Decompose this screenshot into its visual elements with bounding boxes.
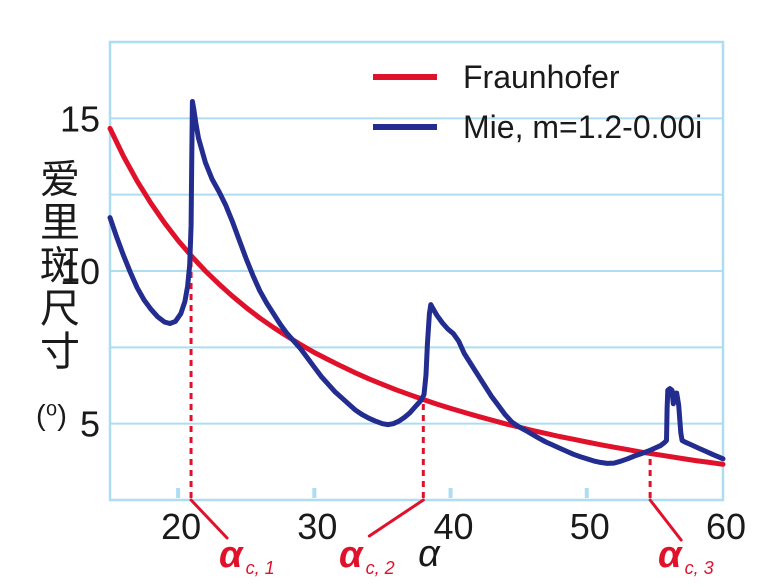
x-tick-label: 30 — [297, 506, 337, 547]
x-tick-label: 60 — [706, 506, 746, 547]
x-tick — [312, 488, 317, 498]
mie-curve — [107, 99, 726, 466]
critical-angle-label-1: α c, 1 — [219, 534, 275, 578]
mie-line-swatch — [373, 124, 437, 130]
critical-angle-callout-2 — [367, 498, 425, 538]
fraunhofer-line-swatch — [373, 74, 437, 80]
y-tick-label: 5 — [80, 404, 100, 445]
y-tick-label: 15 — [60, 98, 100, 139]
y-tick-label: 10 — [60, 251, 100, 292]
x-axis-title: α — [418, 533, 441, 575]
fraunhofer-curve — [107, 125, 726, 467]
x-tick-label: 40 — [434, 506, 474, 547]
x-tick — [176, 488, 181, 498]
x-tick — [448, 488, 453, 498]
legend-item-mie: Mie, m=1.2-0.00i — [373, 102, 702, 152]
legend-label-fraunhofer: Fraunhofer — [463, 58, 620, 95]
legend-label-mie: Mie, m=1.2-0.00i — [463, 108, 703, 145]
legend: Fraunhofer Mie, m=1.2-0.00i — [373, 52, 702, 152]
critical-angle-label-2: α c, 2 — [339, 534, 395, 578]
plot-frame — [108, 40, 725, 502]
y-axis-unit: (⁰) — [36, 400, 67, 432]
x-tick-label: 50 — [570, 506, 610, 547]
x-tick — [584, 488, 589, 498]
y-axis-title: 爱里斑尺寸 — [34, 158, 78, 373]
critical-angle-callout-3 — [648, 498, 683, 542]
critical-angle-callout-1 — [189, 498, 229, 540]
x-tick-label: 20 — [161, 506, 201, 547]
critical-angle-label-3: α c, 3 — [658, 534, 714, 578]
legend-item-fraunhofer: Fraunhofer — [373, 52, 702, 102]
